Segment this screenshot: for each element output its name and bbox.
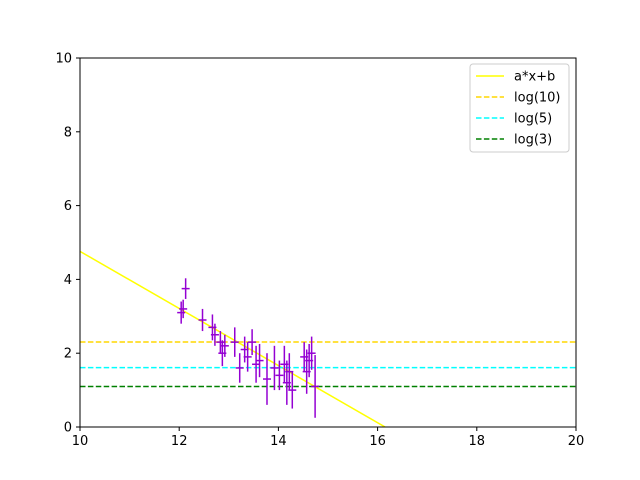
y-tick-label-8: 8 <box>64 125 72 140</box>
legend-label-1: log(10) <box>514 91 561 106</box>
y-tick-label-6: 6 <box>64 199 72 214</box>
axes-frame <box>79 57 577 428</box>
legend: a*x+b log(10) log(5) log(3) <box>469 63 570 153</box>
y-tick-label-4: 4 <box>64 273 72 288</box>
fit-line <box>80 250 386 427</box>
x-tick-label-14: 14 <box>270 434 287 449</box>
plot-series <box>80 250 576 427</box>
legend-label-0: a*x+b <box>514 70 555 85</box>
legend-label-2: log(5) <box>514 112 552 127</box>
legend-label-3: log(3) <box>514 133 552 148</box>
axis-ticks: 10 12 14 16 18 20 0 2 4 6 8 10 <box>55 52 584 450</box>
x-tick-label-12: 12 <box>171 434 188 449</box>
x-tick-label-16: 16 <box>369 434 386 449</box>
x-tick-label-18: 18 <box>469 434 486 449</box>
plot-area <box>80 250 576 427</box>
y-tick-label-2: 2 <box>64 347 72 362</box>
x-tick-label-10: 10 <box>72 434 89 449</box>
y-tick-label-10: 10 <box>55 52 72 67</box>
y-tick-label-0: 0 <box>64 421 72 436</box>
legend-box <box>469 63 570 153</box>
x-tick-label-20: 20 <box>568 434 585 449</box>
